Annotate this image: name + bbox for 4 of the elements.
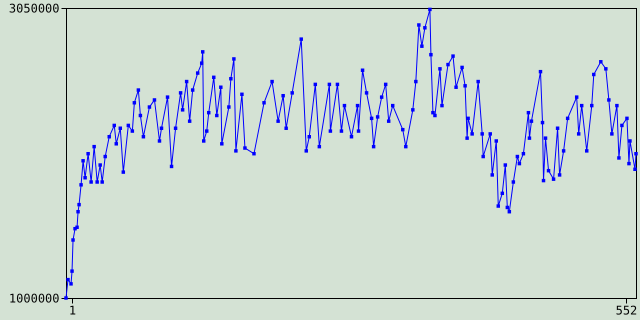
- x-tick-label: 552: [616, 304, 638, 318]
- y-tick-label: 3050000: [8, 2, 60, 16]
- x-tick-label: 1: [68, 304, 76, 318]
- y-tick-label: 1000000: [8, 292, 60, 306]
